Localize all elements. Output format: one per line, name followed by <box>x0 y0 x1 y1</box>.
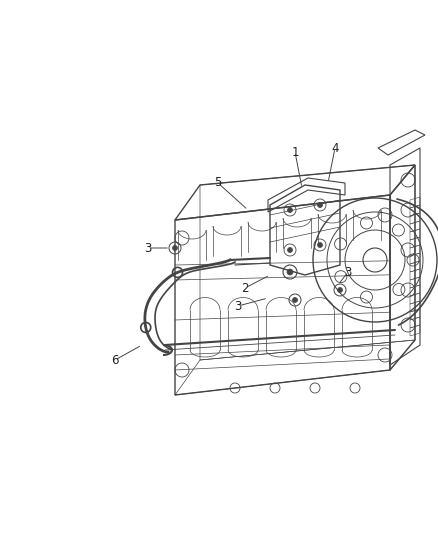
Circle shape <box>173 246 177 251</box>
Text: 6: 6 <box>111 353 119 367</box>
Circle shape <box>318 243 322 247</box>
Circle shape <box>338 287 343 293</box>
Text: 5: 5 <box>214 176 222 190</box>
Text: 3: 3 <box>144 241 152 254</box>
Text: 2: 2 <box>241 281 249 295</box>
Text: 1: 1 <box>291 146 299 158</box>
Circle shape <box>287 207 293 213</box>
Circle shape <box>287 247 293 253</box>
Circle shape <box>293 297 297 303</box>
Circle shape <box>318 203 322 207</box>
Text: 4: 4 <box>331 141 339 155</box>
Text: 3: 3 <box>234 300 242 312</box>
Text: 3: 3 <box>344 265 352 279</box>
Circle shape <box>287 269 293 275</box>
